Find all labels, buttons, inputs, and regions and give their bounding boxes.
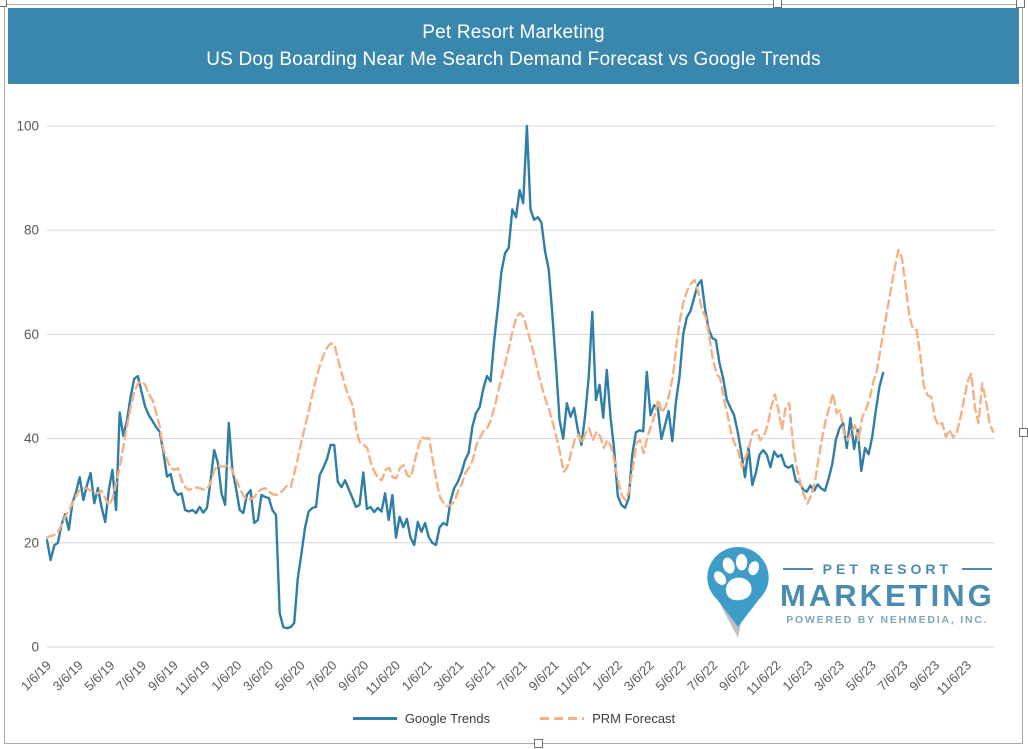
selection-handle-bottom-center[interactable]: [534, 739, 543, 748]
x-axis-tick-label: 5/6/20: [272, 658, 308, 694]
x-axis-tick-label: 1/6/22: [589, 658, 625, 694]
x-axis-tick-label: 5/6/23: [843, 658, 879, 694]
logo-pet-resort-row: PET RESORT: [782, 560, 993, 577]
x-axis-tick-label: 11/6/23: [934, 658, 975, 699]
x-axis-tick-label: 7/6/19: [113, 658, 149, 694]
chart-subtitle: US Dog Boarding Near Me Search Demand Fo…: [206, 48, 821, 70]
chart-title-bar[interactable]: Pet Resort Marketing US Dog Boarding Nea…: [8, 8, 1019, 84]
logo-left-dash: [782, 567, 813, 570]
x-axis-tick-label: 3/6/20: [240, 658, 276, 694]
x-axis-tick-label: 5/6/19: [81, 658, 117, 694]
y-axis-tick-label: 80: [24, 223, 39, 238]
x-axis-tick-label: 1/6/19: [18, 658, 54, 694]
x-axis-tick-label: 3/6/21: [430, 658, 466, 694]
selection-handle-top-right[interactable]: [1016, 0, 1025, 8]
x-axis-tick-label: 1/6/20: [208, 658, 244, 694]
chart-frame: [4, 4, 1023, 744]
x-axis-tick-label: 3/6/19: [50, 658, 86, 694]
legend-label-google-trends: Google Trends: [404, 711, 491, 726]
x-axis-tick-label: 11/6/22: [743, 658, 784, 699]
x-axis-tick-label: 7/6/20: [303, 658, 339, 694]
y-axis-tick-label: 20: [24, 535, 39, 550]
paw-pin-icon: [707, 547, 769, 638]
chart-plot-area[interactable]: 0204060801001/6/193/6/195/6/197/6/199/6/…: [0, 84, 1028, 744]
selection-handle-top-center[interactable]: [773, 0, 782, 8]
y-axis-tick-label: 40: [24, 431, 39, 446]
logo-text-block: PET RESORT MARKETING POWERED BY NEHMEDIA…: [780, 561, 995, 626]
x-axis-tick-label: 1/6/21: [399, 658, 435, 694]
x-axis-tick-label: 5/6/21: [462, 658, 498, 694]
series-line-prm-forecast[interactable]: [45, 248, 995, 539]
x-axis-tick-label: 5/6/22: [652, 658, 688, 694]
pet-resort-marketing-logo: PET RESORT MARKETING POWERED BY NEHMEDIA…: [706, 546, 995, 640]
y-axis-tick-label: 100: [16, 119, 39, 134]
x-axis-tick-label: 11/6/20: [362, 658, 403, 699]
x-axis-tick-label: 11/6/21: [553, 658, 594, 699]
y-axis-tick-label: 0: [31, 640, 39, 655]
x-axis-tick-label: 11/6/19: [172, 658, 213, 699]
prm-forecast-line-swatch: [540, 717, 585, 720]
legend-label-prm-forecast: PRM Forecast: [592, 711, 676, 726]
logo-powered-by-text: POWERED BY NEHMEDIA, INC.: [786, 613, 989, 626]
x-axis-tick-label: 7/6/22: [684, 658, 720, 694]
x-axis-tick-label: 1/6/23: [779, 658, 815, 694]
logo-marketing-text: MARKETING: [780, 577, 995, 613]
x-axis-tick-label: 7/6/21: [494, 658, 530, 694]
x-axis-tick-label: 3/6/23: [811, 658, 847, 694]
logo-right-dash: [962, 567, 993, 570]
google-trends-line-swatch: [352, 717, 397, 720]
x-axis-tick-label: 3/6/22: [621, 658, 657, 694]
logo-pet-resort-text: PET RESORT: [822, 560, 953, 577]
series-line-google-trends[interactable]: [45, 124, 885, 630]
chart-legend: Google Trends PRM Forecast: [0, 711, 1028, 726]
selection-handle-top-left[interactable]: [0, 0, 7, 7]
x-axis-tick-label: 7/6/23: [875, 658, 911, 694]
y-axis-tick-label: 60: [24, 327, 39, 342]
legend-item-prm-forecast[interactable]: PRM Forecast: [540, 711, 675, 726]
legend-item-google-trends[interactable]: Google Trends: [352, 711, 491, 726]
chart-title: Pet Resort Marketing: [422, 21, 605, 43]
selection-handle-right-middle[interactable]: [1019, 428, 1028, 437]
